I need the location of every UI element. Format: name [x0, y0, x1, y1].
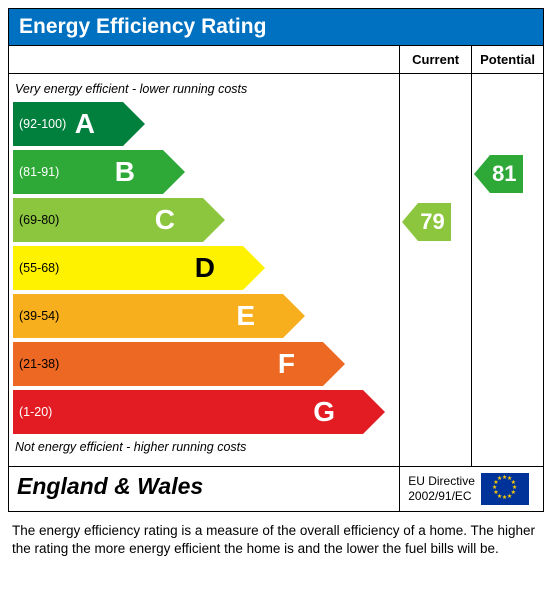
description-text: The energy efficiency rating is a measur…	[8, 512, 544, 558]
band-letter-e: E	[236, 300, 255, 332]
bands-cell: Very energy efficient - lower running co…	[9, 74, 400, 467]
eu-flag-icon: ★★★★★★★★★★★★	[481, 473, 529, 505]
bands-area: (92-100) A (81-91) B (69-80) C (55-68) D (39-54)…	[13, 102, 395, 438]
current-rating-cell: 79	[400, 74, 472, 467]
band-letter-g: G	[313, 396, 335, 428]
eu-star-icon: ★	[507, 494, 512, 502]
band-bar-d: (55-68) D	[13, 246, 243, 290]
band-bar-g: (1-20) G	[13, 390, 363, 434]
top-note: Very energy efficient - lower running co…	[13, 80, 395, 102]
current-rating-value: 79	[418, 203, 450, 241]
band-bar-c: (69-80) C	[13, 198, 203, 242]
band-letter-f: F	[278, 348, 295, 380]
band-range-d: (55-68)	[19, 261, 59, 275]
current-rating-pointer: 79	[402, 203, 450, 241]
band-row-e: (39-54) E	[13, 294, 395, 338]
chart-title: Energy Efficiency Rating	[8, 8, 544, 45]
band-letter-a: A	[75, 108, 95, 140]
potential-rating-pointer: 81	[474, 155, 522, 193]
band-range-f: (21-38)	[19, 357, 59, 371]
band-range-g: (1-20)	[19, 405, 52, 419]
band-row-d: (55-68) D	[13, 246, 395, 290]
potential-rating-cell: 81	[472, 74, 544, 467]
bands-header-blank	[9, 46, 400, 74]
epc-chart-table: Current Potential Very energy efficient …	[8, 45, 544, 512]
band-range-a: (92-100)	[19, 117, 66, 131]
potential-rating-value: 81	[490, 155, 522, 193]
band-bar-b: (81-91) B	[13, 150, 163, 194]
band-row-c: (69-80) C	[13, 198, 395, 242]
band-row-a: (92-100) A	[13, 102, 395, 146]
bottom-note: Not energy efficient - higher running co…	[13, 438, 395, 460]
band-letter-d: D	[195, 252, 215, 284]
band-letter-b: B	[115, 156, 135, 188]
band-row-b: (81-91) B	[13, 150, 395, 194]
band-letter-c: C	[155, 204, 175, 236]
band-arrow-d	[243, 246, 265, 290]
band-arrow-f	[323, 342, 345, 386]
band-range-c: (69-80)	[19, 213, 59, 227]
band-bar-e: (39-54) E	[13, 294, 283, 338]
band-range-e: (39-54)	[19, 309, 59, 323]
band-arrow-c	[203, 198, 225, 242]
directive-text: EU Directive 2002/91/EC	[408, 474, 475, 504]
band-bar-f: (21-38) F	[13, 342, 323, 386]
band-range-b: (81-91)	[19, 165, 59, 179]
footer-row: England & Wales EU Directive 2002/91/EC …	[9, 467, 544, 512]
band-arrow-a	[123, 102, 145, 146]
band-arrow-e	[283, 294, 305, 338]
directive-cell: EU Directive 2002/91/EC ★★★★★★★★★★★★	[400, 467, 544, 512]
band-row-f: (21-38) F	[13, 342, 395, 386]
region-label: England & Wales	[9, 467, 400, 512]
potential-rating-arrow-icon	[474, 155, 490, 193]
eu-star-icon: ★	[497, 476, 502, 484]
band-arrow-b	[163, 150, 185, 194]
header-row: Current Potential	[9, 46, 544, 74]
band-bar-a: (92-100) A	[13, 102, 123, 146]
current-rating-arrow-icon	[402, 203, 418, 241]
band-row-g: (1-20) G	[13, 390, 395, 434]
potential-header: Potential	[472, 46, 544, 74]
current-header: Current	[400, 46, 472, 74]
eu-star-icon: ★	[502, 495, 507, 503]
band-arrow-g	[363, 390, 385, 434]
